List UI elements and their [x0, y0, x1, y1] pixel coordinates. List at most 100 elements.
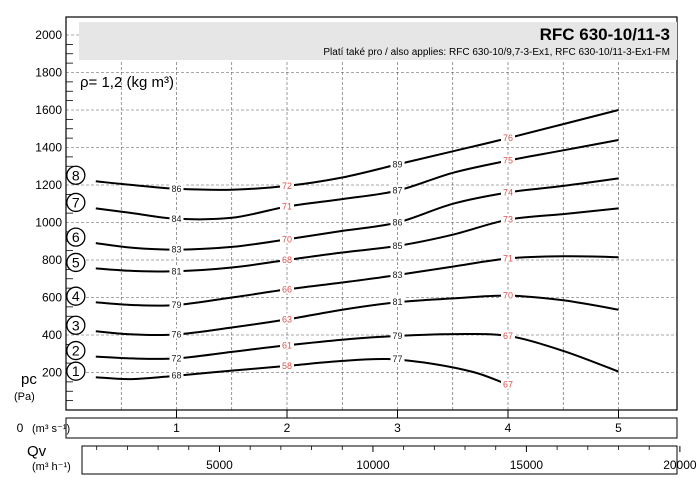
data-label-bg [280, 283, 294, 294]
speed-marker-label: 7 [72, 194, 80, 210]
speed-marker-label: 2 [72, 343, 80, 359]
data-label: 67 [503, 380, 513, 390]
series-line [95, 109, 619, 191]
x-tick-label-bottom: 20000 [663, 458, 697, 472]
y-tick-label: 1600 [35, 103, 62, 117]
data-label: 63 [282, 314, 292, 324]
x-tick-label-top: 5 [615, 421, 622, 435]
data-label: 75 [503, 156, 513, 166]
y-axis-label: pc [21, 371, 37, 388]
data-label-bg [390, 269, 405, 279]
x-tick-label-bottom: 10000 [356, 458, 390, 472]
series-line [95, 332, 619, 373]
x-tick-label-top: 4 [505, 421, 512, 435]
data-label: 83 [392, 270, 402, 280]
data-label-bg [280, 254, 294, 264]
speed-marker [66, 192, 86, 213]
x-axis-label: Qv [27, 443, 47, 460]
data-label-bg [280, 233, 294, 244]
series-line [95, 177, 619, 251]
speed-marker [66, 227, 86, 247]
data-label: 72 [282, 181, 292, 191]
data-label: 85 [392, 241, 402, 251]
data-label-bg [280, 179, 294, 190]
data-label-bg [390, 216, 405, 227]
speed-marker-label: 6 [72, 229, 80, 245]
speed-marker [66, 165, 86, 185]
data-label: 83 [171, 245, 181, 255]
y-tick-label: 400 [42, 328, 62, 342]
y-axis-unit: (Pa) [14, 391, 35, 403]
series-line [95, 207, 619, 273]
y-tick-label: 2000 [35, 28, 62, 42]
data-label-bg [390, 329, 405, 340]
data-label: 79 [171, 300, 181, 310]
axis-strip-bottom [81, 445, 678, 475]
x-axis-unit-bottom: (m³ h⁻¹) [32, 461, 71, 473]
data-label-bg [280, 359, 294, 370]
data-label: 76 [503, 133, 513, 143]
series-line [95, 294, 619, 337]
speed-marker [66, 361, 86, 381]
data-label-bg [501, 132, 515, 143]
data-label-bg [501, 252, 515, 263]
data-label: 77 [392, 354, 402, 364]
speed-marker [66, 252, 86, 273]
series-4: 4 79 66 83 71 [66, 252, 619, 310]
y-tick-label: 800 [42, 253, 62, 267]
speed-marker-label: 3 [72, 317, 80, 333]
data-label-bg [390, 353, 405, 363]
speed-marker-label: 5 [72, 254, 80, 270]
x-tick-label-top: 0 [17, 421, 24, 435]
data-label-bg [280, 200, 294, 211]
data-label: 58 [282, 361, 292, 371]
data-label-bg [169, 212, 184, 223]
data-label: 81 [171, 266, 181, 276]
y-tick-label: 1400 [35, 141, 62, 155]
x-tick-label-top: 1 [173, 421, 180, 435]
y-tick-label: 1000 [35, 216, 62, 230]
series-3: 3 76 63 81 70 [66, 289, 619, 339]
y-axis-ticks: 200 400 600 800 1000 1200 1400 1600 1800 2000 [35, 28, 62, 380]
data-label: 73 [503, 215, 513, 225]
data-label-bg [169, 243, 184, 254]
title-box: RFC 630-10/11-3 Platí také pro / also ap… [79, 22, 677, 60]
speed-marker-label: 1 [72, 363, 80, 379]
data-label-bg [501, 154, 515, 165]
series-8: 8 86 72 89 76 [66, 109, 619, 194]
plot-frame [65, 16, 678, 475]
speed-marker-label: 8 [72, 167, 80, 183]
data-label-bg [390, 184, 405, 195]
x-tick-label-bottom: 15000 [510, 458, 544, 472]
x-axis-unit-top: (m³ s⁻¹) [32, 423, 70, 435]
y-tick-label: 200 [42, 366, 62, 380]
data-label-bg [501, 378, 515, 389]
data-label-bg [169, 265, 184, 276]
y-tick-label: 1200 [35, 178, 62, 192]
series-5: 5 81 68 85 73 [66, 207, 619, 276]
data-label: 72 [171, 353, 181, 363]
density-note: ρ= 1,2 (kg m³) [80, 74, 174, 91]
speed-marker [66, 340, 86, 361]
data-label-bg [390, 239, 405, 250]
data-label: 71 [282, 202, 292, 212]
data-label: 70 [503, 291, 513, 301]
data-label-bg [501, 186, 515, 197]
y-tick-label: 1800 [35, 66, 62, 80]
axis-strip-top [65, 417, 678, 439]
data-label: 81 [392, 297, 402, 307]
data-label-bg [390, 158, 405, 169]
speed-marker-label: 4 [72, 288, 80, 304]
data-label: 70 [282, 234, 292, 244]
data-label: 89 [392, 159, 402, 169]
data-label-bg [169, 328, 184, 339]
chart-title: RFC 630-10/11-3 [540, 25, 670, 44]
data-label: 66 [282, 284, 292, 294]
data-label-bg [169, 182, 184, 193]
plot-border [65, 16, 678, 411]
title-box-background [79, 22, 677, 60]
series-line [95, 255, 619, 307]
data-label-bg [501, 213, 515, 224]
